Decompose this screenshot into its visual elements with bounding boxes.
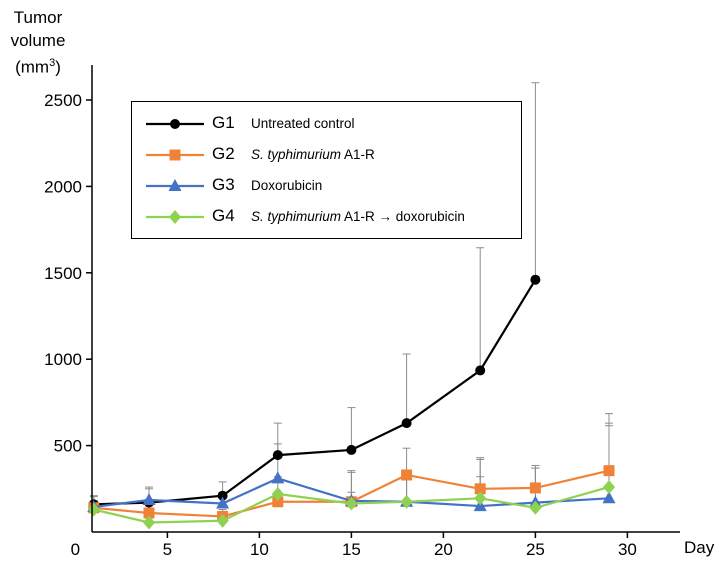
legend-item-g2: G2 S. typhimurium A1-R [132,140,521,170]
x-tick-label: 0 [71,540,80,559]
x-tick-label: 20 [434,540,453,559]
data-point-g4 [474,491,487,506]
y-axis-label-unit: (mm3) [15,57,61,77]
x-tick-label: 25 [526,540,545,559]
x-tick-label: 5 [163,540,172,559]
y-axis-label: Tumor volume (mm3) [8,6,68,79]
data-point-g4 [87,502,100,517]
legend-marker-g1 [146,119,204,129]
data-point-g4 [603,480,615,495]
data-point-g4 [400,494,413,509]
data-point-g3 [216,496,230,509]
data-point-g4 [529,500,542,515]
data-point-g4 [345,496,358,511]
data-point-g4 [271,486,284,501]
y-tick-label: 1500 [44,264,82,283]
legend-code-g1: G1 [212,113,235,132]
data-point-g4 [216,513,229,528]
data-point-g1 [530,274,541,285]
legend-item-g4: G4 S. typhimurium A1-R → doxorubicin [132,202,521,232]
data-point-g2 [474,483,486,495]
series-line-g1 [93,279,537,506]
axes: 500 1000 1500 2000 2500 0 5 10 15 20 25 30 [44,65,680,559]
data-point-g3 [271,471,285,484]
data-point-g3 [602,491,616,504]
data-point-g2 [603,465,615,477]
legend-code-g4: G4 [212,206,235,225]
legend-marker-g4 [146,210,204,224]
data-point-g4 [143,515,155,530]
legend-symbol [170,119,180,129]
x-tick-label: 30 [618,540,637,559]
legend-desc-g3: Doxorubicin [251,178,323,193]
legend-symbol [169,210,181,224]
legend-code-g3: G3 [212,175,235,194]
y-tick-label: 2000 [44,177,82,196]
data-point-g2 [143,507,155,519]
x-tick-label: 10 [250,540,269,559]
y-tick-label: 1000 [44,350,82,369]
data-point-g3 [142,493,156,506]
legend: G1 Untreated control G2 S. typhimurium A… [131,101,522,239]
data-point-g1 [401,418,412,429]
data-point-g1 [475,365,486,376]
x-tick-label: 15 [342,540,361,559]
data-point-g2 [529,482,541,494]
legend-desc-g1: Untreated control [251,116,355,131]
legend-symbol [168,179,182,191]
data-point-g1 [346,444,357,455]
series-lines [87,274,616,530]
legend-marker-g3 [146,179,204,191]
y-axis-label-line1: Tumor [13,8,63,27]
data-point-g1 [217,490,228,501]
y-axis-label-line2: volume [10,31,66,50]
legend-item-g1: G1 Untreated control [132,109,521,139]
data-point-g2 [272,496,284,508]
legend-item-g3: G3 Doxorubicin [132,171,521,201]
x-axis-label: Day [684,538,715,557]
legend-code-g2: G2 [212,144,235,163]
y-tick-label: 500 [54,437,82,456]
legend-desc-g2: S. typhimurium A1-R [251,147,375,162]
data-point-g1 [272,450,283,461]
data-point-g2 [401,469,413,481]
y-tick-label: 2500 [44,91,82,110]
legend-desc-g4: S. typhimurium A1-R → doxorubicin [251,209,465,224]
legend-symbol [169,149,181,161]
legend-marker-g2 [146,149,204,161]
